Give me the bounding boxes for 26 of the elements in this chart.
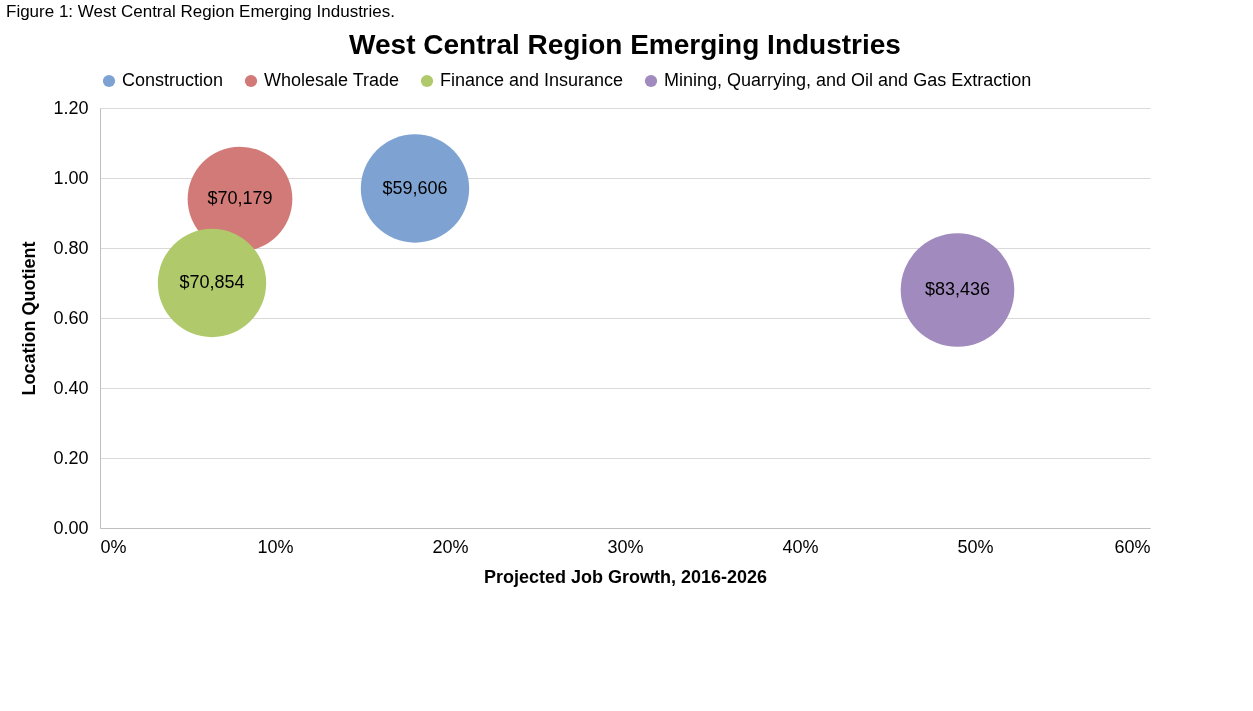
x-tick-label: 30% bbox=[607, 536, 644, 557]
legend-label: Finance and Insurance bbox=[440, 70, 624, 90]
annotation: $70,179 bbox=[207, 188, 273, 208]
x-tick-label: 0% bbox=[100, 536, 127, 557]
legend-label: Wholesale Trade bbox=[264, 70, 400, 90]
legend-label: Mining, Quarrying, and Oil and Gas Extraction bbox=[664, 70, 1032, 90]
y-tick-label: 1.20 bbox=[53, 97, 89, 118]
y-axis-title: Location Quotient bbox=[19, 241, 40, 396]
y-tick-label: 0.00 bbox=[53, 517, 89, 538]
x-axis-title: Projected Job Growth, 2016-2026 bbox=[483, 566, 768, 587]
annotation: $70,854 bbox=[179, 272, 245, 292]
x-tick-label: 50% bbox=[957, 536, 994, 557]
annotation: $83,436 bbox=[924, 279, 991, 299]
y-tick-label: 0.40 bbox=[53, 377, 89, 398]
y-tick-label: 0.80 bbox=[53, 237, 89, 258]
y-tick-label: 0.60 bbox=[53, 307, 89, 328]
legend-label: Construction bbox=[122, 70, 224, 90]
x-tick-label: 20% bbox=[432, 536, 469, 557]
y-tick-label: 0.20 bbox=[53, 447, 89, 468]
x-tick-label: 10% bbox=[257, 536, 294, 557]
x-tick-label: 60% bbox=[1114, 536, 1151, 557]
caption: Figure 1: West Central Region Emerging Industries. bbox=[6, 2, 396, 22]
chart-title: West Central Region Emerging Industries bbox=[349, 29, 901, 60]
x-tick-label: 40% bbox=[782, 536, 819, 557]
annotation: $59,606 bbox=[382, 177, 448, 198]
y-tick-label: 1.00 bbox=[53, 167, 89, 188]
